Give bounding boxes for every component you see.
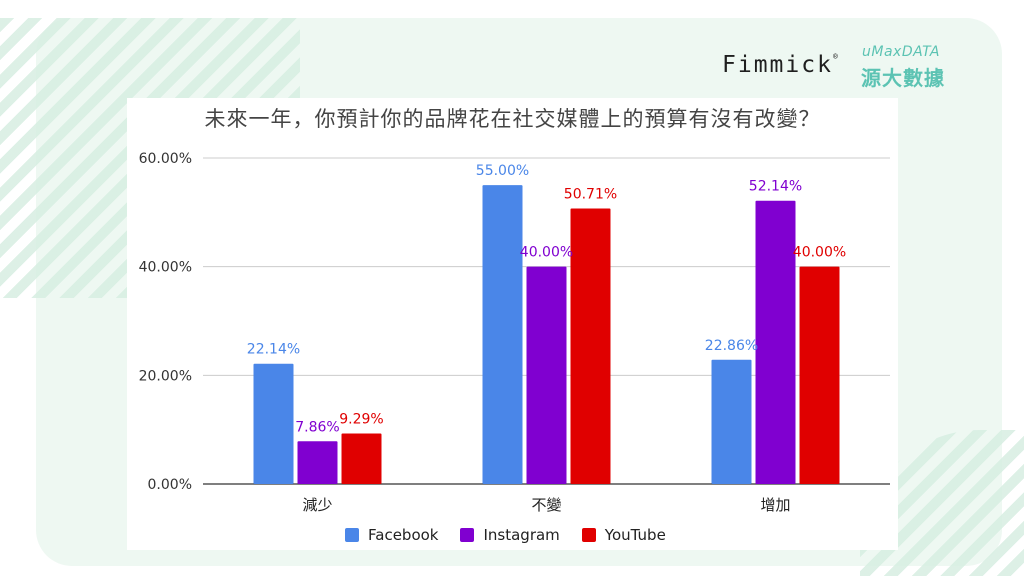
data-label-facebook-2: 22.86%: [705, 338, 758, 354]
legend: Facebook Instagram YouTube: [345, 526, 688, 544]
legend-label-youtube: YouTube: [604, 526, 666, 544]
bar-facebook-0: [253, 363, 294, 484]
y-tick-label: 0.00%: [148, 477, 192, 493]
data-label-youtube-0: 9.29%: [339, 412, 383, 428]
y-tick-label: 60.00%: [139, 151, 192, 167]
x-tick-label: 增加: [760, 496, 790, 514]
y-axis-ticks: 0.00% 20.00% 40.00% 60.00%: [139, 151, 192, 493]
chart-title: 未來一年，你預計你的品牌花在社交媒體上的預算有沒有改變？: [204, 107, 821, 131]
y-tick-label: 40.00%: [139, 260, 192, 276]
legend-swatch-facebook: [345, 528, 359, 542]
legend-swatch-instagram: [460, 528, 475, 542]
bars: [253, 185, 840, 485]
legend-swatch-youtube: [581, 528, 596, 542]
data-label-facebook-1: 55.00%: [476, 163, 529, 179]
y-tick-label: 20.00%: [139, 368, 192, 384]
fimmick-logo: Fimmick®: [722, 52, 840, 78]
bar-youtube-1: [570, 208, 611, 485]
data-label-instagram-1: 40.00%: [520, 245, 573, 261]
umaxdata-logo-chinese: 源大數據: [861, 66, 945, 90]
bar-instagram-1: [526, 266, 567, 484]
bar-facebook-2: [711, 359, 752, 484]
legend-label-facebook: Facebook: [368, 526, 439, 544]
legend-item-facebook: Facebook: [345, 526, 438, 544]
bar-youtube-2: [799, 266, 840, 484]
legend-item-instagram: Instagram: [460, 526, 560, 544]
data-label-youtube-1: 50.71%: [564, 186, 617, 202]
bar-labels: 22.14% 7.86% 9.29% 55.00% 40.00% 50.71% 22.86%…: [247, 163, 846, 435]
x-axis-ticks: 減少 不變 增加: [302, 496, 790, 514]
data-label-instagram-2: 52.14%: [749, 179, 802, 195]
x-tick-label: 減少: [302, 496, 332, 514]
legend-item-youtube: YouTube: [581, 526, 666, 544]
data-label-facebook-0: 22.14%: [247, 342, 300, 358]
umaxdata-logo: uMaxDATA: [862, 44, 940, 60]
data-label-instagram-0: 7.86%: [295, 419, 339, 435]
bar-instagram-2: [755, 200, 796, 484]
x-tick-label: 不變: [531, 496, 561, 514]
bar-instagram-0: [297, 441, 338, 484]
legend-label-instagram: Instagram: [483, 526, 560, 544]
bar-facebook-1: [482, 185, 523, 484]
data-label-youtube-2: 40.00%: [793, 245, 846, 261]
bar-youtube-0: [341, 433, 382, 484]
